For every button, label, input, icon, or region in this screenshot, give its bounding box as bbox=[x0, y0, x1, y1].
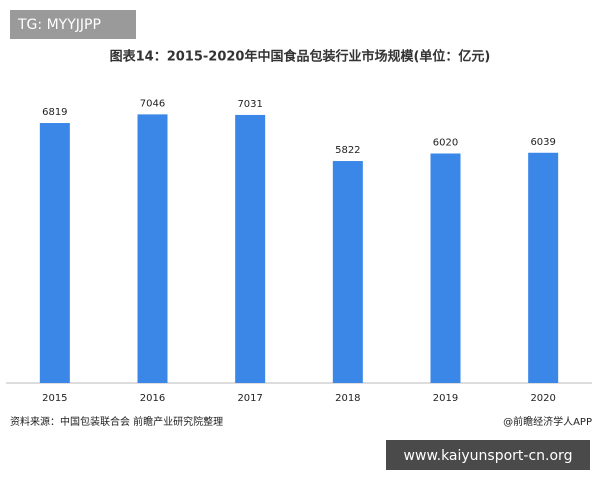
credit: @前瞻经济学人APP bbox=[503, 415, 592, 428]
x-tick-label: 2020 bbox=[530, 393, 555, 404]
data-label: 6819 bbox=[42, 107, 67, 118]
data-label: 7031 bbox=[237, 99, 262, 110]
data-label: 6039 bbox=[530, 137, 555, 148]
bar bbox=[39, 123, 70, 383]
x-tick-label: 2016 bbox=[140, 393, 165, 404]
watermark-box bbox=[386, 440, 590, 470]
source: 资料来源：中国包装联合会 前瞻产业研究院整理 bbox=[10, 415, 223, 428]
bar bbox=[137, 114, 168, 383]
chart-title: 图表14：2015-2020年中国食品包装行业市场规模(单位：亿元) bbox=[110, 49, 491, 65]
watermark-bottom: www.kaiyunsport-cn.org bbox=[404, 448, 573, 464]
data-label: 6020 bbox=[433, 137, 458, 148]
data-label: 7046 bbox=[140, 98, 165, 109]
x-tick-label: 2015 bbox=[42, 393, 67, 404]
bar bbox=[528, 152, 559, 383]
bar bbox=[430, 153, 461, 383]
bar bbox=[235, 114, 266, 384]
bar bbox=[332, 161, 363, 383]
watermark-top: TG: MYYJJPP bbox=[17, 17, 101, 33]
data-label: 5822 bbox=[335, 145, 360, 156]
x-tick-label: 2019 bbox=[433, 393, 458, 404]
x-tick-label: 2018 bbox=[335, 393, 360, 404]
x-tick-label: 2017 bbox=[237, 393, 262, 404]
watermark-box bbox=[10, 10, 136, 39]
